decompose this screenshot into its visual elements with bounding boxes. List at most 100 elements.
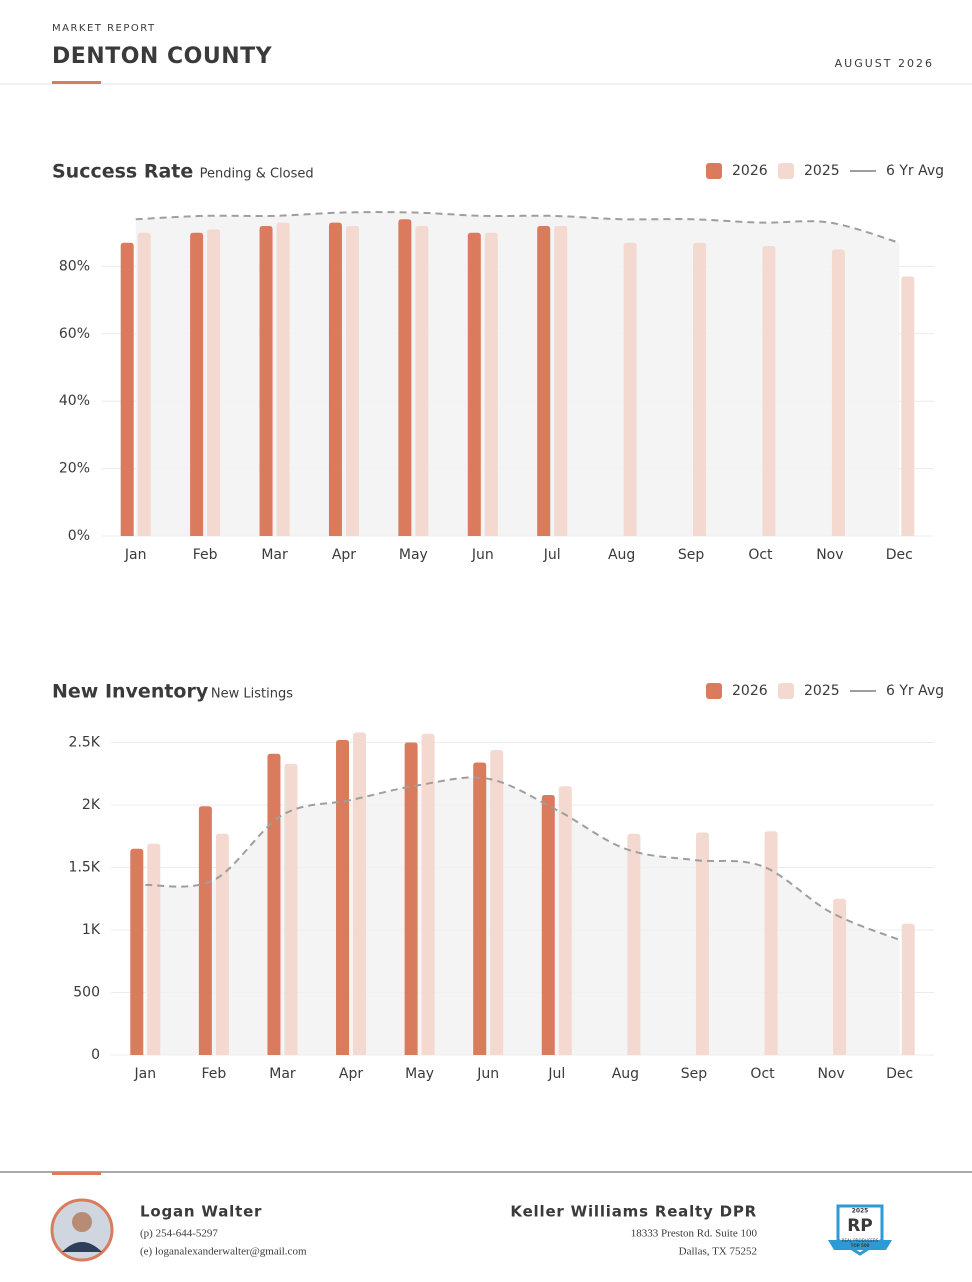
- bar: [484, 232, 498, 536]
- y-tick-label: 0: [91, 1047, 100, 1063]
- badge-line: REAL PRODUCERS: [842, 1238, 879, 1243]
- bar: [831, 249, 845, 537]
- agent-name: Logan Walter: [140, 1203, 262, 1221]
- x-tick-label: Aug: [608, 547, 635, 563]
- y-tick-label: 500: [73, 985, 100, 1001]
- bar: [353, 732, 367, 1055]
- bar: [147, 843, 161, 1055]
- y-tick-label: 60%: [59, 326, 90, 342]
- x-tick-label: Aug: [612, 1066, 639, 1082]
- bar: [328, 222, 342, 536]
- x-tick-label: Mar: [261, 547, 288, 563]
- badge-mark: RP: [847, 1216, 873, 1236]
- y-tick-label: 80%: [59, 258, 90, 274]
- x-tick-label: Dec: [886, 547, 913, 563]
- bar: [490, 750, 504, 1055]
- bar: [198, 806, 212, 1055]
- company-name: Keller Williams Realty DPR: [510, 1203, 757, 1221]
- agent-phone: (p) 254-644-5297: [140, 1228, 218, 1240]
- report-date: AUGUST 2026: [835, 57, 934, 70]
- bar: [336, 740, 350, 1055]
- x-tick-label: Jun: [476, 1066, 499, 1082]
- charts: Success Rate Pending & Closed 2026 2025 6 Yr…: [52, 161, 944, 1083]
- kicker: MARKET REPORT: [52, 23, 156, 34]
- bar: [207, 229, 221, 536]
- y-tick-label: 2.5K: [69, 735, 101, 751]
- bar: [693, 242, 707, 536]
- legend-label: 2026: [732, 683, 768, 699]
- bar: [558, 786, 572, 1055]
- bar: [762, 246, 776, 536]
- x-tick-label: Oct: [750, 1066, 775, 1082]
- x-tick-label: Jan: [133, 1066, 156, 1082]
- chart-title: Success Rate: [52, 161, 193, 183]
- x-tick-label: Jul: [543, 547, 561, 563]
- x-tick-label: May: [399, 547, 428, 563]
- x-tick-label: Feb: [201, 1066, 226, 1082]
- x-tick-label: Jun: [471, 547, 494, 563]
- legend-label: 2025: [804, 163, 840, 179]
- bar: [473, 762, 487, 1055]
- x-tick-label: Jan: [124, 547, 147, 563]
- y-tick-label: 40%: [59, 393, 90, 409]
- x-tick-label: Nov: [817, 1066, 844, 1082]
- x-tick-label: Jul: [547, 1066, 565, 1082]
- bar: [120, 242, 134, 536]
- legend-swatch: [778, 683, 794, 699]
- bar: [554, 225, 568, 536]
- y-tick-label: 0%: [68, 528, 90, 544]
- x-tick-label: Mar: [269, 1066, 296, 1082]
- bar: [137, 232, 151, 536]
- bar: [130, 848, 144, 1055]
- y-tick-label: 20%: [59, 461, 90, 477]
- bar: [345, 225, 359, 536]
- badge-year: 2025: [852, 1208, 869, 1215]
- x-tick-label: Nov: [816, 547, 843, 563]
- legend-label: 2025: [804, 683, 840, 699]
- avg-area: [145, 777, 900, 1055]
- x-tick-label: Sep: [681, 1066, 708, 1082]
- bar: [537, 225, 551, 536]
- bar: [404, 742, 418, 1055]
- bar: [901, 276, 915, 536]
- chart: New Inventory New Listings 2026 2025 6 Yr Av…: [52, 681, 944, 1083]
- avg-area: [135, 212, 900, 536]
- chart-subtitle: Pending & Closed: [200, 167, 314, 182]
- x-tick-label: Dec: [886, 1066, 913, 1082]
- agent-photo-body: [62, 1242, 102, 1252]
- y-tick-label: 2K: [82, 797, 101, 813]
- x-tick-label: Apr: [332, 547, 356, 563]
- company-city: Dallas, TX 75252: [679, 1246, 757, 1258]
- chart-subtitle: New Listings: [211, 687, 293, 702]
- x-tick-label: Feb: [193, 547, 218, 563]
- bar: [267, 753, 281, 1055]
- y-tick-label: 1.5K: [69, 860, 101, 876]
- bar: [421, 733, 435, 1055]
- bar: [415, 225, 429, 536]
- x-tick-label: Oct: [748, 547, 773, 563]
- agent-email: (e) loganalexanderwalter@gmail.com: [140, 1246, 307, 1258]
- x-tick-label: Sep: [678, 547, 705, 563]
- bar: [467, 232, 481, 536]
- legend-swatch: [778, 163, 794, 179]
- legend-label: 2026: [732, 163, 768, 179]
- chart: Success Rate Pending & Closed 2026 2025 6 Yr…: [52, 161, 944, 564]
- footer-accent: [52, 1172, 101, 1175]
- company-address: 18333 Preston Rd. Suite 100: [631, 1228, 758, 1240]
- legend-label: 6 Yr Avg: [886, 163, 944, 179]
- bar: [276, 222, 290, 536]
- bar: [627, 833, 641, 1055]
- bar: [259, 225, 273, 536]
- bar: [398, 219, 412, 536]
- badge-rank: TOP 500: [851, 1243, 870, 1248]
- badge-ribbon: [828, 1240, 892, 1250]
- bar: [623, 242, 637, 536]
- legend-swatch: [706, 683, 722, 699]
- bar: [901, 923, 915, 1055]
- avg-line: [135, 211, 900, 244]
- y-tick-label: 1K: [82, 922, 101, 938]
- bar: [284, 763, 298, 1055]
- avg-line: [145, 776, 901, 941]
- chart-title: New Inventory: [52, 681, 209, 703]
- agent-photo-head: [72, 1212, 92, 1232]
